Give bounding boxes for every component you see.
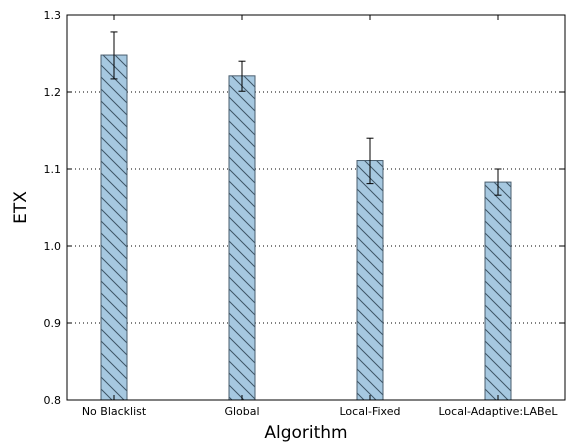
bar-hatch bbox=[228, 75, 256, 401]
y-tick-label: 0.9 bbox=[44, 317, 62, 330]
y-tick-label: 1.3 bbox=[44, 9, 62, 22]
bar-hatch bbox=[100, 54, 128, 401]
x-axis-label: Algorithm bbox=[264, 423, 347, 443]
bar-hatch bbox=[356, 160, 384, 401]
y-axis-ticks: 0.8 0.9 1.0 1.1 1.2 1.3 bbox=[44, 9, 565, 407]
x-axis-ticks: No Blacklist Global Local-Fixed Local-Adapt… bbox=[82, 15, 559, 418]
y-tick-label: 1.2 bbox=[44, 86, 62, 99]
y-tick-label: 1.0 bbox=[44, 240, 62, 253]
grid-lines bbox=[67, 91, 565, 324]
x-tick-label: Local-Fixed bbox=[340, 405, 401, 418]
y-tick-label: 1.1 bbox=[44, 163, 62, 176]
y-tick-label: 0.8 bbox=[44, 394, 62, 407]
x-tick-label: Local-Adaptive:LABeL bbox=[439, 405, 559, 418]
plot-frame bbox=[66, 14, 566, 401]
x-tick-label: No Blacklist bbox=[82, 405, 147, 418]
bars bbox=[100, 54, 512, 401]
y-axis-label: ETX bbox=[11, 191, 31, 224]
x-tick-label: Global bbox=[224, 405, 259, 418]
error-bars bbox=[110, 31, 502, 196]
bar-hatch bbox=[484, 181, 512, 401]
